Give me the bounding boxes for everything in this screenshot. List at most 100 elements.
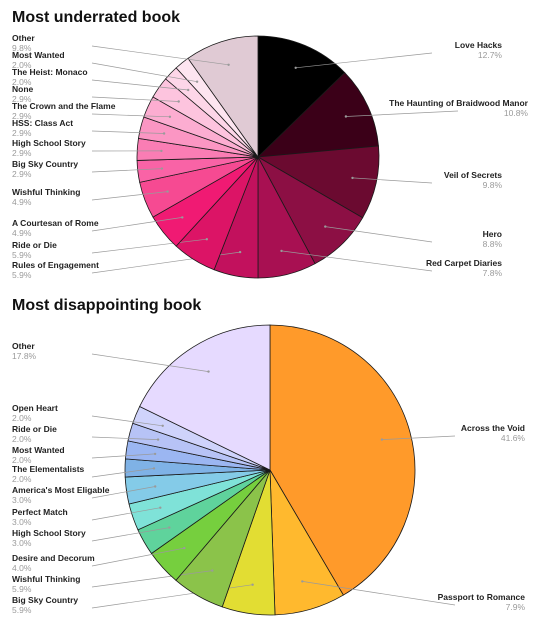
leader-line [91,62,198,83]
slice-label-most-wanted: Most Wanted [12,445,65,455]
leader-line [345,110,459,117]
slice-percent-none: 2.9% [12,94,32,104]
slice-label-most-wanted: Most Wanted [12,50,65,60]
leader-dot [154,485,157,488]
slice-percent-desire-and-decorum: 4.0% [12,563,32,573]
leader-line [91,570,213,588]
leader-dot [207,370,210,373]
slice-label-red-carpet-diaries: Red Carpet Diaries [426,258,502,268]
slice-percent-most-wanted: 2.0% [12,60,32,70]
slice-percent-perfect-match: 3.0% [12,517,32,527]
leader-line [295,52,433,69]
slice-label-perfect-match: Perfect Match [12,507,68,517]
leader-line [91,486,156,499]
slice-label-the-haunting-of-braidwood-manor: The Haunting of Braidwood Manor [389,98,529,108]
slice-percent-love-hacks: 12.7% [478,50,503,60]
slice-label-wishful-thinking: Wishful Thinking [12,187,80,197]
leader-line [91,238,207,254]
leader-line [91,191,168,201]
slice-label-other: Other [12,341,35,351]
leader-dot [152,467,156,470]
slice-percent-the-elementalists: 2.0% [12,474,32,484]
leader-line [91,527,170,542]
slice-label-high-school-story: High School Story [12,528,86,538]
leader-dot [156,438,160,441]
leader-dot [161,424,164,427]
slice-percent-america-s-most-eligable: 3.0% [12,495,32,505]
leader-line [91,468,155,478]
slice-percent-a-courtesan-of-rome: 4.9% [12,228,32,238]
slice-percent-rules-of-engagement: 5.9% [12,270,32,280]
leader-dot [159,506,162,509]
leader-line [381,435,456,440]
slice-percent-ride-or-die: 2.0% [12,434,32,444]
leader-line [91,453,156,459]
slice-label-wishful-thinking: Wishful Thinking [12,574,80,584]
slice-label-hero: Hero [483,229,502,239]
leader-line [91,415,163,427]
slice-label-passport-to-romance: Passport to Romance [438,592,526,602]
leader-dot [160,167,164,170]
leader-dot [251,583,254,586]
slice-percent-hss-class-act: 2.9% [12,128,32,138]
slice-percent-the-haunting-of-braidwood-manor: 10.8% [504,108,529,118]
leader-dot [238,250,242,254]
slice-label-high-school-story: High School Story [12,138,86,148]
leader-line [91,79,189,91]
leader-line [91,45,229,66]
leader-dot [160,149,163,153]
slice-percent-passport-to-romance: 7.9% [506,602,526,612]
leader-dot [166,190,169,193]
slice-label-a-courtesan-of-rome: A Courtesan of Rome [12,218,99,228]
leader-line [325,226,433,243]
leader-line [281,250,433,272]
leader-dot [153,452,157,456]
slice-percent-big-sky-country: 2.9% [12,169,32,179]
pie-slice-other [187,35,259,159]
leader-dot [187,88,190,92]
leader-line [91,130,165,134]
leader-dot [301,580,304,583]
leader-line [91,353,209,372]
leader-line [91,113,170,118]
leader-dot [168,526,171,529]
slice-percent-other: 9.8% [12,43,32,53]
slice-label-love-hacks: Love Hacks [455,40,503,50]
slice-label-veil-of-secrets: Veil of Secrets [444,170,502,180]
slice-percent-hero: 8.8% [483,239,503,249]
chart-2-title: Most disappointing book [12,297,201,314]
slice-label-across-the-void: Across the Void [461,423,525,433]
leader-dot [162,132,166,135]
slice-percent-other: 17.8% [12,351,37,361]
slice-percent-open-heart: 2.0% [12,413,32,423]
leader-line [91,507,161,521]
leader-dot [351,176,354,180]
leader-dot [324,225,327,228]
slice-percent-the-heist-monaco: 2.0% [12,77,32,87]
slice-label-hss-class-act: HSS: Class Act [12,118,73,128]
slice-label-desire-and-decorum: Desire and Decorum [12,553,95,563]
pie-slice-across-the-void [269,324,416,596]
slice-label-none: None [12,84,34,94]
pie-slice-the-haunting-of-braidwood-manor [256,72,379,158]
slice-percent-most-wanted: 2.0% [12,455,32,465]
slice-percent-high-school-story: 3.0% [12,538,32,548]
pie-slice-veil-of-secrets [256,145,380,219]
slice-label-other: Other [12,33,35,43]
leader-dot [195,80,199,83]
slice-percent-veil-of-secrets: 9.8% [483,180,503,190]
slice-percent-red-carpet-diaries: 7.8% [483,268,503,278]
leader-dot [181,216,184,219]
leader-dot [211,569,214,572]
chart-1-title: Most underrated book [12,9,180,26]
leader-line [352,177,433,184]
leader-line [91,217,183,232]
slice-label-open-heart: Open Heart [12,403,58,413]
leader-line [91,96,179,102]
leader-dot [168,115,172,119]
slice-label-ride-or-die: Ride or Die [12,240,57,250]
leader-line [91,436,159,440]
